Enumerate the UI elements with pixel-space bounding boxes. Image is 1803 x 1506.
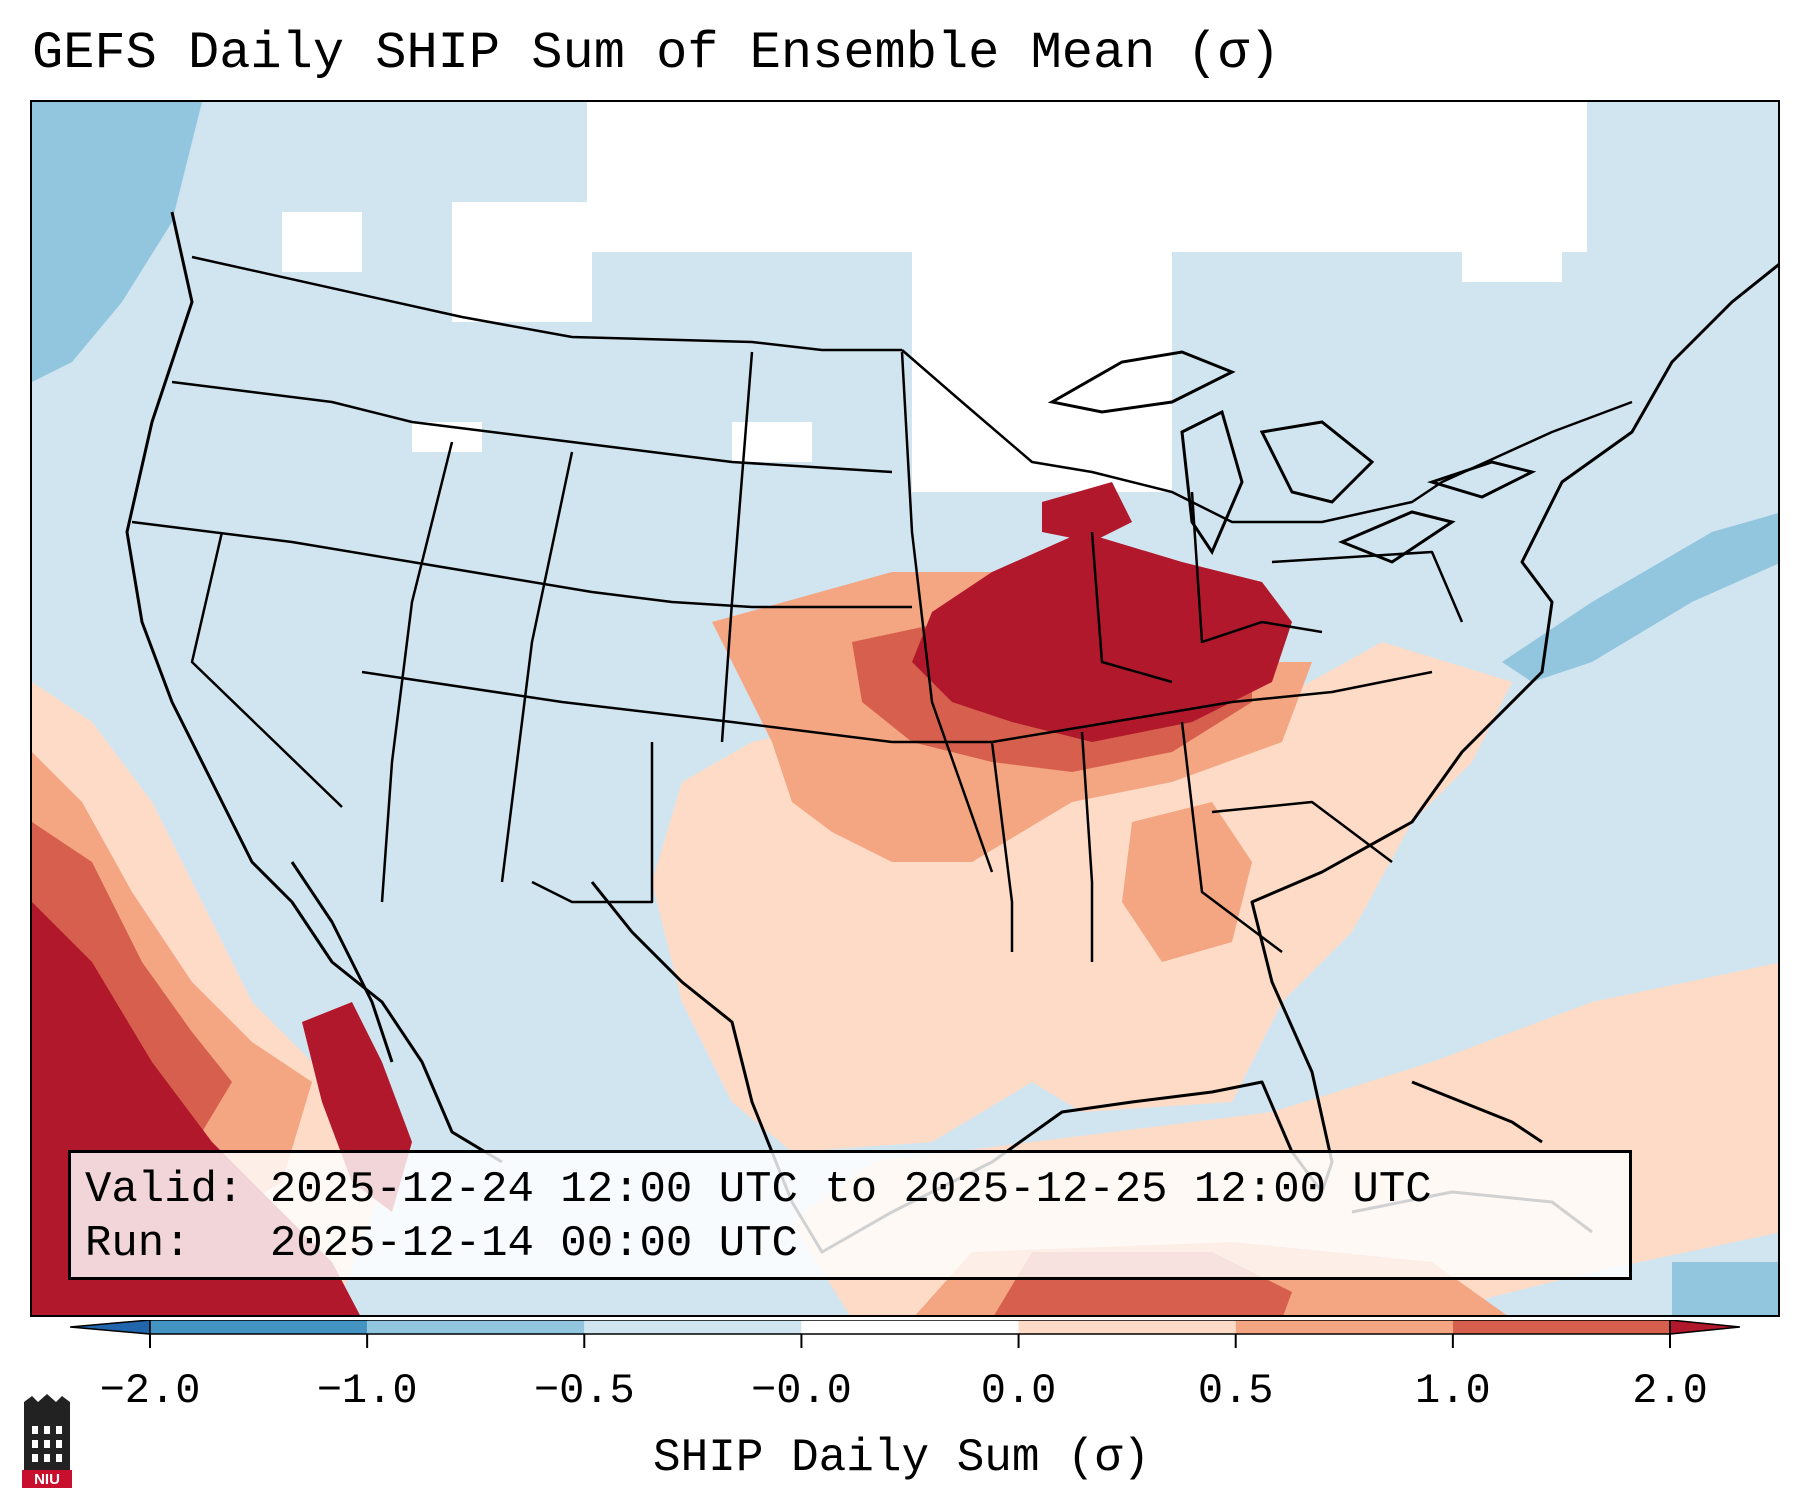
valid-time-range: 2025-12-24 12:00 UTC to 2025-12-25 12:00… [269,1165,1432,1215]
colorbar-label: SHIP Daily Sum (σ) [653,1432,1150,1484]
colorbar-tick-label: 0.5 [1197,1367,1274,1415]
great-lakes [1047,350,1537,564]
map-title: GEFS Daily SHIP Sum of Ensemble Mean (σ) [32,24,1281,83]
svg-text:NIU: NIU [34,1471,60,1488]
colorbar-segment [367,1320,585,1334]
colorbar-segment [584,1320,802,1334]
colorbar-outline [149,1320,1671,1335]
colorbar-segment [1452,1320,1670,1334]
colorbar-segment [1235,1320,1453,1334]
negative-field [32,102,1778,1315]
colorbar-tick-label: −0.5 [533,1367,635,1415]
colorbar-tick-label: 2.0 [1632,1367,1708,1415]
valid-label: Valid: [85,1165,244,1215]
run-label: Run: [85,1219,191,1269]
colorbar-tick-label: −0.0 [751,1367,852,1415]
colorbar-extend-high [1669,1320,1740,1335]
colorbar-tick-marks [149,1334,1671,1348]
colorbar-tick-label: −1.0 [316,1367,418,1415]
colorbar-segments [70,1320,1740,1335]
niu-logo-icon: NIU [22,1394,72,1488]
colorbar [70,1320,1740,1348]
political-boundaries [131,255,1633,962]
colorbar-segment [150,1320,368,1334]
colorbar-tick-label: 1.0 [1415,1367,1491,1415]
colorbar-tick-label: 0.0 [980,1367,1057,1415]
colorbar-tick-label: −2.0 [99,1367,201,1415]
run-time: 2025-12-14 00:00 UTC [269,1219,798,1269]
colorbar-segment [1018,1320,1236,1334]
near-zero-field [282,102,1587,492]
valid-run-info-box: Valid: 2025-12-24 12:00 UTC to 2025-12-2… [68,1150,1632,1280]
map-canvas [32,102,1778,1315]
colorbar-segment [801,1320,1019,1334]
map-panel [30,100,1780,1317]
colorbar-extend-low [70,1320,151,1335]
